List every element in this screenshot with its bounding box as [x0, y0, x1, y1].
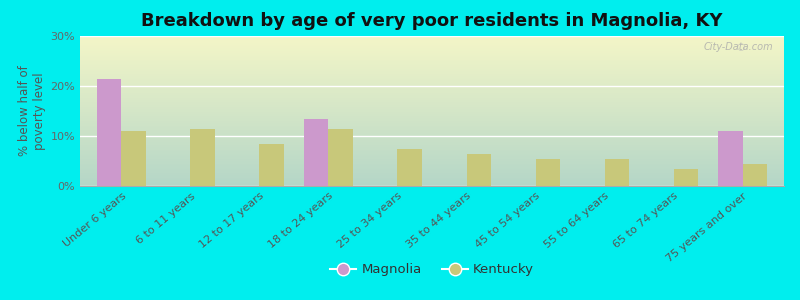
- Bar: [466, 154, 490, 186]
- Bar: [190, 128, 214, 186]
- Y-axis label: % below half of
poverty level: % below half of poverty level: [18, 66, 46, 156]
- Bar: [398, 148, 422, 186]
- Bar: [718, 131, 742, 186]
- Text: ○: ○: [737, 42, 746, 52]
- Bar: [259, 143, 284, 186]
- Bar: [98, 79, 122, 186]
- Title: Breakdown by age of very poor residents in Magnolia, KY: Breakdown by age of very poor residents …: [142, 12, 722, 30]
- Bar: [535, 158, 560, 186]
- Bar: [122, 131, 146, 186]
- Legend: Magnolia, Kentucky: Magnolia, Kentucky: [325, 258, 539, 281]
- Text: City-Data.com: City-Data.com: [704, 42, 774, 52]
- Bar: [329, 128, 353, 186]
- Bar: [304, 118, 329, 186]
- Bar: [742, 164, 766, 186]
- Bar: [605, 158, 629, 186]
- Bar: [674, 169, 698, 186]
